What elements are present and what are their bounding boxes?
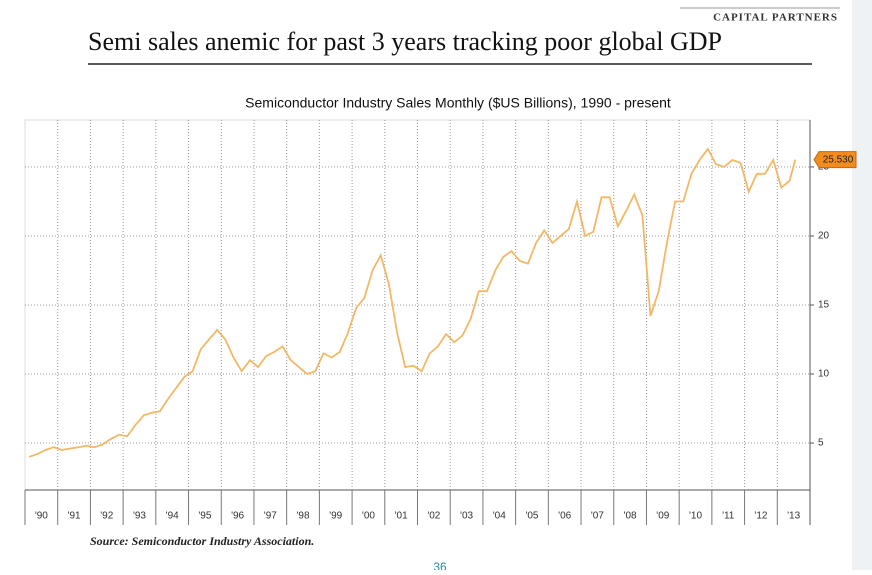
last-value-box (813, 151, 857, 169)
last-value-label: 25.530 (823, 154, 854, 165)
x-tick-label: '94 (166, 511, 179, 522)
x-tick-label: '92 (100, 511, 113, 522)
y-tick-label: 15 (818, 300, 830, 311)
x-tick-label: '10 (689, 511, 702, 522)
x-tick-label: '07 (591, 511, 604, 522)
x-tick-label: '01 (395, 511, 408, 522)
x-tick-label: '06 (558, 511, 571, 522)
x-tick-label: '00 (362, 511, 375, 522)
x-tick-label: '96 (231, 511, 244, 522)
x-tick-label: '02 (427, 511, 440, 522)
x-tick-label: '08 (624, 511, 637, 522)
x-tick-label: '04 (493, 511, 506, 522)
x-tick-label: '05 (525, 511, 538, 522)
slide-title: Semi sales anemic for past 3 years track… (88, 27, 722, 56)
brand: CAPITAL PARTNERS (713, 12, 838, 24)
x-tick-label: '12 (754, 511, 767, 522)
x-tick-label: '03 (460, 511, 473, 522)
x-tick-label: '93 (133, 511, 146, 522)
x-tick-label: '95 (198, 511, 211, 522)
x-tick-label: '91 (68, 511, 81, 522)
x-tick-label: '11 (722, 511, 735, 522)
y-tick-label: 5 (818, 438, 824, 449)
y-tick-label: 20 (818, 231, 830, 242)
line-series (28, 147, 797, 458)
source: Source: Semiconductor Industry Associati… (90, 534, 314, 548)
chart-title: Semiconductor Industry Sales Monthly ($U… (245, 95, 671, 111)
page-number: 36 (433, 560, 447, 570)
x-tick-label: '90 (35, 511, 48, 522)
x-tick-label: '97 (264, 511, 277, 522)
x-tick-label: '98 (296, 511, 309, 522)
x-tick-label: '99 (329, 511, 342, 522)
y-tick-label: 10 (818, 369, 830, 380)
x-tick-label: '13 (787, 511, 800, 522)
x-tick-label: '09 (656, 511, 669, 522)
